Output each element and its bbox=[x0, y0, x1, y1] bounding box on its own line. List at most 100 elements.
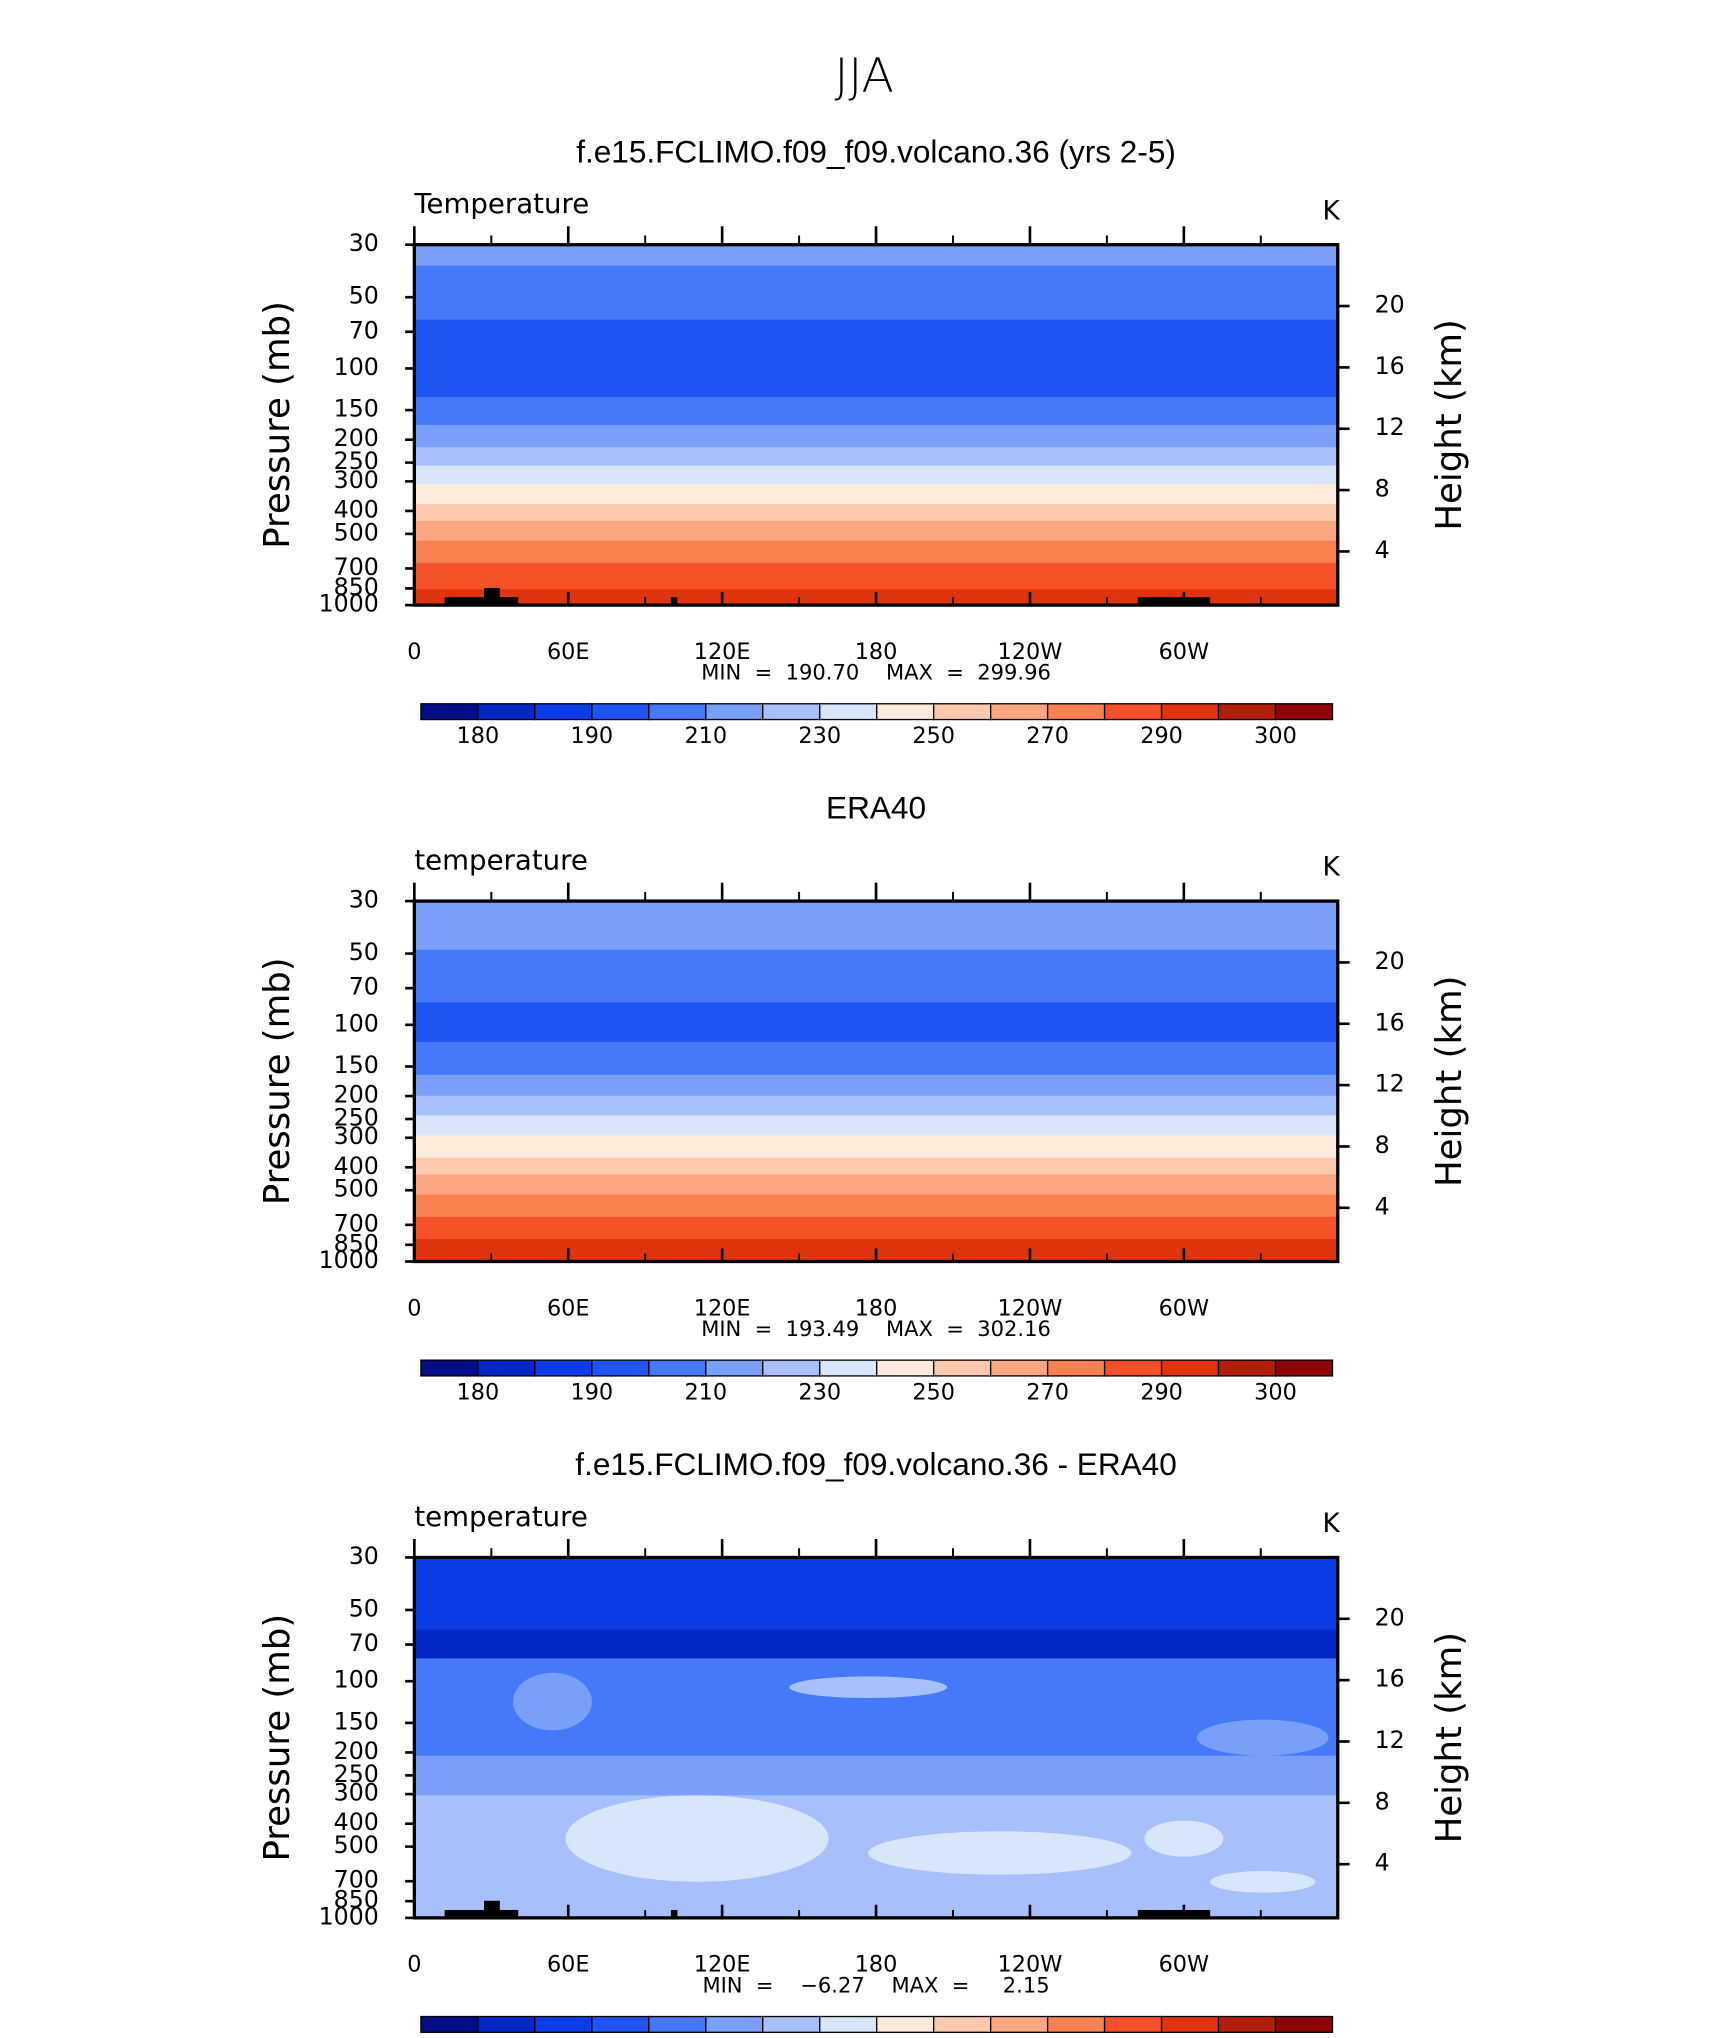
colorbar-box bbox=[591, 703, 650, 721]
label-right: K bbox=[1323, 1509, 1341, 1539]
y-tick-label: 70 bbox=[349, 1629, 379, 1657]
y-tick-label: 500 bbox=[334, 1831, 379, 1859]
contour-fill bbox=[414, 484, 1338, 505]
y-tick-label: 50 bbox=[349, 1594, 379, 1622]
colorbar-label: 300 bbox=[1254, 1380, 1297, 1406]
colorbar-label: -5 bbox=[581, 2036, 603, 2038]
colorbar-box bbox=[1103, 703, 1163, 721]
y-tick-label: 400 bbox=[334, 495, 379, 523]
y-tick-label: 250 bbox=[334, 1760, 379, 1788]
contour-fill bbox=[414, 1002, 1338, 1043]
y-tick-label: 100 bbox=[334, 353, 379, 381]
colorbar-label: 250 bbox=[912, 723, 955, 749]
contour-fill bbox=[414, 265, 1338, 321]
y-tick-label: 150 bbox=[334, 1707, 379, 1735]
contour-fill bbox=[414, 1629, 1338, 1660]
y2-axis-label: Height (km) bbox=[1429, 1632, 1470, 1843]
colorbar-box bbox=[420, 2015, 479, 2033]
colorbar-box bbox=[1103, 1359, 1163, 1377]
colorbar-label: 250 bbox=[912, 1380, 955, 1406]
contour-fill bbox=[1197, 1719, 1329, 1756]
y-tick-label: 1000 bbox=[319, 590, 379, 618]
colorbar-box bbox=[1046, 2015, 1106, 2033]
colorbar-box bbox=[477, 2015, 536, 2033]
y-tick-label: 300 bbox=[334, 1122, 379, 1150]
colorbar-box bbox=[989, 2015, 1049, 2033]
contour-fill bbox=[1210, 1871, 1316, 1893]
topography bbox=[486, 1909, 519, 1918]
colorbar-box bbox=[534, 1359, 593, 1377]
panel: f.e15.FCLIMO.f09_f09.volcano.36 - ERA40 t… bbox=[257, 1446, 1470, 2038]
colorbar-box bbox=[933, 703, 992, 721]
contour-fill bbox=[414, 901, 1338, 951]
colorbar-box bbox=[705, 703, 764, 721]
y2-axis-label: Height (km) bbox=[1429, 319, 1470, 530]
y2-tick-label: 12 bbox=[1375, 413, 1405, 441]
y-axis-label: Pressure (mb) bbox=[257, 1614, 298, 1862]
colorbar-label: 210 bbox=[684, 723, 727, 749]
contour-fill bbox=[414, 520, 1338, 542]
colorbar-box bbox=[762, 703, 821, 721]
colorbar-label: 7 bbox=[1211, 2036, 1225, 2038]
colorbar-label: -3 bbox=[695, 2036, 717, 2038]
colorbar-label: 270 bbox=[1026, 1380, 1069, 1406]
x-tick-label: 120W bbox=[998, 1295, 1063, 1321]
topography bbox=[486, 597, 519, 606]
colorbar-label: -1 bbox=[809, 2036, 831, 2038]
panel: f.e15.FCLIMO.f09_f09.volcano.36 (yrs 2-5… bbox=[257, 133, 1470, 749]
y2-tick-label: 20 bbox=[1375, 291, 1405, 319]
x-tick-label: 120E bbox=[694, 1295, 751, 1321]
colorbar-box bbox=[933, 1359, 992, 1377]
y-tick-label: 1000 bbox=[319, 1246, 379, 1274]
x-tick-label: 60E bbox=[547, 1295, 590, 1321]
colorbar-box bbox=[420, 703, 479, 721]
y-tick-label: 70 bbox=[349, 973, 379, 1001]
y2-axis-label: Height (km) bbox=[1429, 976, 1470, 1187]
x-tick-label: 180 bbox=[855, 639, 898, 665]
x-tick-label: 120W bbox=[998, 639, 1063, 665]
x-tick-label: 60W bbox=[1159, 1295, 1210, 1321]
colorbar-label: 180 bbox=[457, 1380, 500, 1406]
colorbar-label: 230 bbox=[798, 723, 841, 749]
colorbar-box bbox=[762, 2015, 821, 2033]
colorbar-box bbox=[1274, 1359, 1334, 1377]
colorbar-label: 300 bbox=[1254, 723, 1297, 749]
colorbar-label: 190 bbox=[570, 1380, 613, 1406]
colorbar-label: 3 bbox=[1041, 2036, 1055, 2038]
y2-tick-label: 16 bbox=[1375, 1008, 1405, 1036]
contour-fill bbox=[414, 1095, 1338, 1117]
y-tick-label: 400 bbox=[334, 1152, 379, 1180]
y2-tick-label: 12 bbox=[1375, 1070, 1405, 1098]
y-tick-label: 50 bbox=[349, 282, 379, 310]
topography bbox=[1137, 1909, 1211, 1918]
x-tick-label: 60W bbox=[1159, 639, 1210, 665]
contour-fill bbox=[414, 1174, 1338, 1196]
y-tick-label: 150 bbox=[334, 1051, 379, 1079]
stats: MIN = −6.27 MAX = 2.15 bbox=[702, 1972, 1049, 1997]
contour-fill bbox=[1144, 1820, 1224, 1857]
colorbar-box bbox=[1160, 2015, 1220, 2033]
colorbar-box bbox=[933, 2015, 992, 2033]
y-tick-label: 50 bbox=[349, 938, 379, 966]
y2-tick-label: 16 bbox=[1375, 352, 1405, 380]
y-tick-label: 200 bbox=[334, 424, 379, 452]
label-left: temperature bbox=[414, 1500, 588, 1533]
colorbar-box bbox=[1103, 2015, 1163, 2033]
y-tick-label: 850 bbox=[334, 1886, 379, 1914]
y2-tick-label: 8 bbox=[1375, 1131, 1390, 1159]
colorbar-label: 180 bbox=[457, 723, 500, 749]
label-left: temperature bbox=[414, 844, 588, 877]
y-tick-label: 70 bbox=[349, 316, 379, 344]
topography bbox=[1137, 597, 1211, 606]
colorbar-box bbox=[705, 1359, 764, 1377]
colorbar-label: 190 bbox=[570, 723, 613, 749]
contour-fill bbox=[414, 1755, 1338, 1796]
colorbar-box bbox=[989, 703, 1049, 721]
colorbar-box bbox=[648, 1359, 707, 1377]
contour-fill bbox=[414, 1115, 1338, 1137]
label-right: K bbox=[1323, 196, 1341, 226]
contour-fill bbox=[414, 562, 1338, 590]
colorbar-box bbox=[819, 703, 878, 721]
topography bbox=[444, 597, 517, 606]
y-tick-label: 850 bbox=[334, 1229, 379, 1257]
